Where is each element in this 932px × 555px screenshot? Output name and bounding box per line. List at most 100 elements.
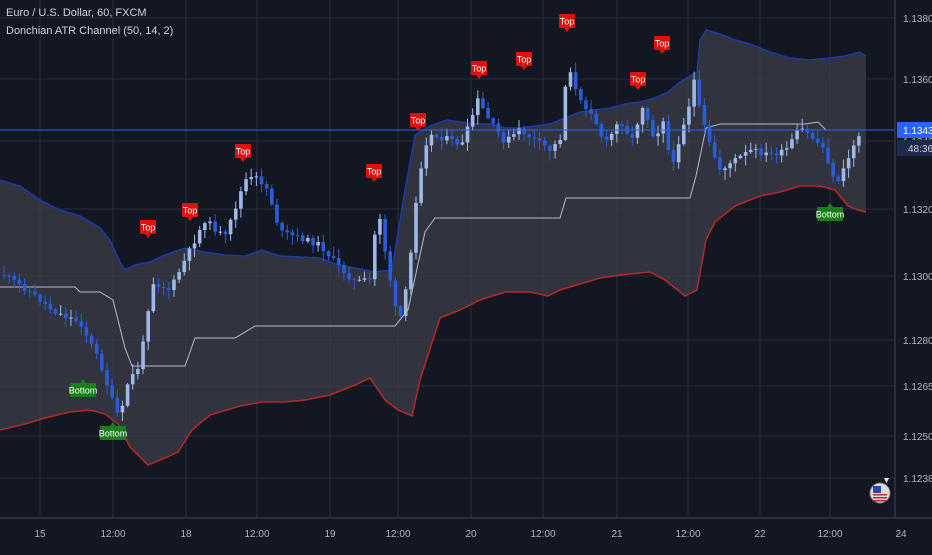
us-flag-icon[interactable]: [869, 478, 891, 504]
candle-body: [378, 218, 382, 235]
candle-body: [254, 176, 259, 178]
candle: [161, 281, 166, 296]
candle-body: [342, 265, 346, 274]
candle-body: [419, 168, 423, 203]
candle-body: [213, 221, 217, 232]
candle: [501, 129, 506, 150]
candle-body: [759, 148, 763, 156]
candle: [414, 196, 418, 260]
candle-body: [125, 384, 130, 406]
candle: [532, 129, 537, 148]
candle: [857, 132, 861, 153]
candle-body: [527, 134, 532, 138]
marker-box: [559, 14, 575, 28]
candle-body: [841, 168, 846, 182]
candle-body: [264, 184, 269, 189]
candle: [558, 134, 562, 148]
candle-body: [136, 369, 140, 375]
marker-label: Top: [183, 206, 198, 216]
candle-body: [738, 155, 743, 159]
time-tick-label: 12:00: [385, 529, 410, 540]
candle-body: [476, 98, 480, 116]
candle: [213, 214, 217, 236]
candle: [2, 265, 6, 280]
candle: [208, 217, 212, 230]
marker-label: Top: [367, 167, 382, 177]
mid-line: [0, 121, 866, 367]
top-marker: Top: [235, 144, 251, 162]
marker-arrow: [827, 203, 833, 207]
candle-body: [38, 294, 42, 302]
candle: [233, 201, 238, 228]
candle: [125, 383, 130, 408]
candle: [306, 234, 310, 244]
candle: [275, 199, 279, 227]
candle-body: [223, 231, 228, 235]
candle-body: [275, 204, 279, 223]
candle: [573, 62, 578, 96]
marker-box: [70, 383, 96, 397]
time-tick-label: 12:00: [817, 529, 842, 540]
last-price-badge: [897, 122, 932, 138]
candle: [810, 130, 815, 141]
candle: [671, 140, 676, 171]
candle: [615, 121, 619, 143]
candle: [831, 158, 835, 183]
candle: [640, 106, 645, 133]
marker-label: Bottom: [99, 429, 128, 439]
candle-body: [718, 157, 722, 171]
candle-body: [182, 260, 187, 273]
candle-body: [537, 138, 542, 141]
candle: [666, 115, 671, 155]
candle: [84, 321, 89, 344]
marker-label: Top: [411, 116, 426, 126]
marker-arrow: [240, 158, 246, 162]
candle-body: [316, 242, 320, 246]
candle: [156, 277, 161, 294]
candle: [244, 172, 248, 196]
candle-body: [285, 230, 290, 233]
candle: [584, 96, 588, 118]
price-tick-label: 1.12500: [903, 432, 932, 443]
bottom-marker: Bottom: [69, 379, 98, 397]
candle: [146, 309, 150, 351]
candle: [548, 144, 552, 161]
candle-body: [156, 284, 161, 287]
time-tick-label: 12:00: [244, 529, 269, 540]
candle-body: [512, 134, 516, 137]
candle: [738, 154, 743, 160]
candle-body: [831, 162, 835, 177]
price-tick-label: 1.12650: [903, 382, 932, 393]
candle-body: [352, 279, 356, 281]
candle: [429, 129, 434, 152]
candle-body: [424, 145, 429, 169]
top-marker: Top: [366, 164, 382, 182]
candle-body: [347, 273, 351, 280]
time-tick-label: 12:00: [530, 529, 555, 540]
marker-label: Bottom: [69, 386, 98, 396]
candle: [115, 389, 120, 417]
candle-body: [517, 128, 521, 135]
candle-body: [22, 284, 27, 292]
candle: [676, 135, 681, 169]
marker-arrow: [145, 234, 151, 238]
candle-body: [228, 219, 233, 235]
candle-body: [27, 291, 32, 293]
candle: [43, 295, 47, 311]
candle-body: [249, 177, 253, 180]
candle-body: [774, 153, 779, 156]
candle: [481, 91, 485, 110]
price-axis[interactable]: 1.138001.136001.134001.132001.130001.128…: [894, 0, 932, 518]
time-axis[interactable]: 15 12:00 18 12:00 19 12:00 20 12:00 21 12:00 22 12:…: [0, 517, 932, 550]
candle-body: [208, 221, 212, 224]
candle: [846, 149, 851, 178]
candle-body: [79, 321, 84, 327]
candle: [69, 309, 73, 327]
candle-body: [239, 191, 243, 209]
candle-body: [702, 105, 707, 125]
candle: [579, 87, 583, 104]
countdown-label: 48:36: [908, 144, 932, 155]
symbol-title[interactable]: Euro / U.S. Dollar, 60, FXCM: [6, 7, 147, 19]
indicator-title[interactable]: Donchian ATR Channel (50, 14, 2): [6, 25, 174, 37]
